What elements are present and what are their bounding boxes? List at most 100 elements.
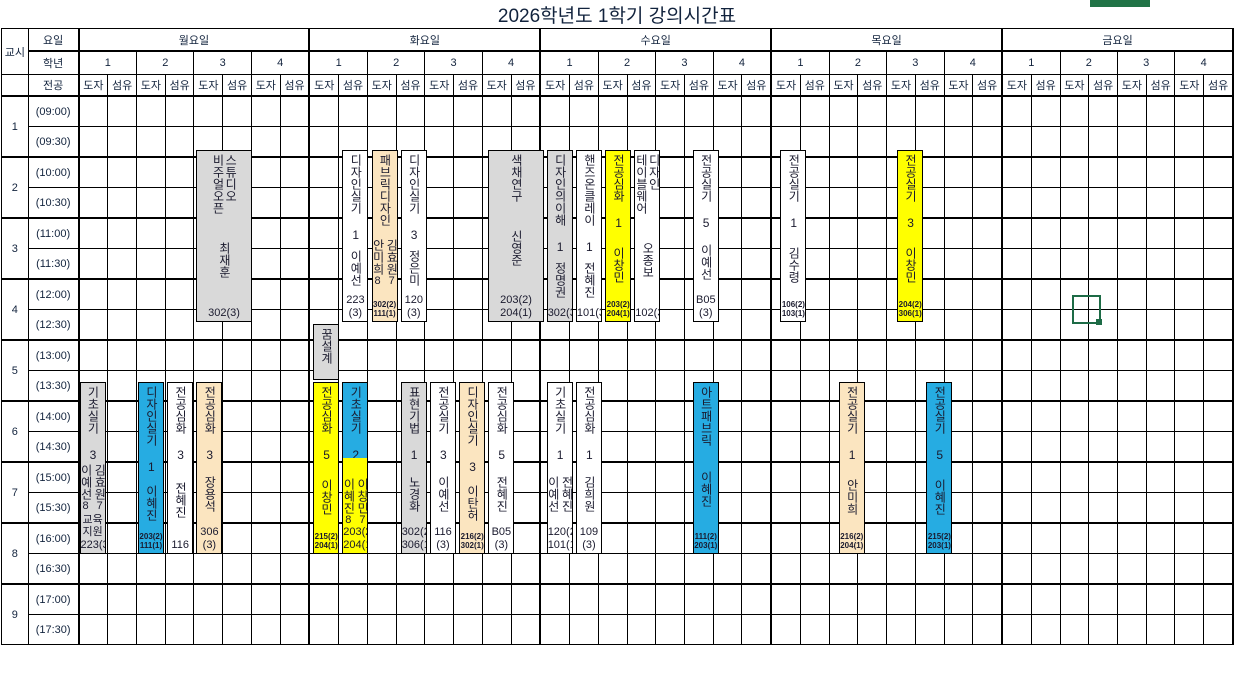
- slot-cell[interactable]: [770, 339, 801, 371]
- slot-cell[interactable]: [250, 461, 281, 493]
- slot-cell[interactable]: [510, 400, 541, 432]
- slot-cell[interactable]: [164, 339, 195, 371]
- slot-cell[interactable]: [1059, 431, 1090, 463]
- slot-cell[interactable]: [626, 614, 657, 645]
- slot-cell[interactable]: [1001, 553, 1032, 585]
- slot-cell[interactable]: [510, 461, 541, 493]
- slot-cell[interactable]: [1059, 278, 1090, 310]
- slot-cell[interactable]: [1116, 461, 1147, 493]
- slot-cell[interactable]: [338, 583, 368, 615]
- slot-cell[interactable]: [424, 553, 455, 585]
- slot-cell[interactable]: [1116, 126, 1147, 158]
- slot-cell[interactable]: [741, 248, 772, 280]
- slot-cell[interactable]: [828, 583, 859, 615]
- slot-cell[interactable]: [597, 370, 628, 402]
- slot-cell[interactable]: [972, 278, 1003, 310]
- slot-cell[interactable]: [510, 339, 541, 371]
- slot-cell[interactable]: [308, 156, 340, 188]
- course-block-tue-expr1[interactable]: 표현기법 1 노경화 302(2)306(1): [400, 382, 427, 554]
- slot-cell[interactable]: [453, 309, 483, 341]
- slot-cell[interactable]: [943, 583, 974, 615]
- course-block-tue-design1[interactable]: 디자인실기 1 이예선 223 (3): [342, 150, 369, 322]
- slot-cell[interactable]: [569, 553, 599, 585]
- slot-cell[interactable]: [1145, 156, 1176, 188]
- slot-cell[interactable]: [279, 614, 310, 645]
- slot-cell[interactable]: [107, 309, 138, 341]
- slot-cell[interactable]: [136, 309, 166, 341]
- slot-cell[interactable]: [1116, 248, 1147, 280]
- slot-cell[interactable]: [308, 248, 340, 280]
- slot-cell[interactable]: [222, 583, 252, 615]
- slot-cell[interactable]: [972, 614, 1003, 645]
- slot-cell[interactable]: [338, 553, 368, 585]
- slot-cell[interactable]: [943, 248, 974, 280]
- slot-cell[interactable]: [1145, 431, 1176, 463]
- slot-cell[interactable]: [453, 553, 483, 585]
- slot-cell[interactable]: [943, 309, 974, 341]
- slot-cell[interactable]: [481, 553, 512, 585]
- slot-cell[interactable]: [424, 95, 455, 127]
- slot-cell[interactable]: [250, 339, 281, 371]
- slot-cell[interactable]: [626, 431, 657, 463]
- slot-cell[interactable]: [193, 583, 224, 615]
- slot-cell[interactable]: [1059, 461, 1090, 493]
- slot-cell[interactable]: [453, 278, 483, 310]
- slot-cell[interactable]: [279, 217, 310, 249]
- slot-cell[interactable]: [107, 492, 138, 524]
- slot-cell[interactable]: [1059, 217, 1090, 249]
- slot-cell[interactable]: [712, 583, 743, 615]
- slot-cell[interactable]: [366, 431, 397, 463]
- slot-cell[interactable]: [366, 400, 397, 432]
- slot-cell[interactable]: [107, 461, 138, 493]
- slot-cell[interactable]: [308, 217, 340, 249]
- slot-cell[interactable]: [655, 522, 685, 554]
- slot-cell[interactable]: [1088, 522, 1118, 554]
- slot-cell[interactable]: [279, 126, 310, 158]
- slot-cell[interactable]: [626, 400, 657, 432]
- slot-cell[interactable]: [222, 431, 252, 463]
- slot-cell[interactable]: [164, 309, 195, 341]
- slot-cell[interactable]: [481, 95, 512, 127]
- slot-cell[interactable]: [972, 309, 1003, 341]
- slot-cell[interactable]: [799, 126, 830, 158]
- slot-cell[interactable]: [77, 309, 109, 341]
- slot-cell[interactable]: [366, 553, 397, 585]
- slot-cell[interactable]: [250, 370, 281, 402]
- slot-cell[interactable]: [1001, 461, 1032, 493]
- slot-cell[interactable]: [655, 461, 685, 493]
- slot-cell[interactable]: [741, 492, 772, 524]
- slot-cell[interactable]: [279, 278, 310, 310]
- slot-cell[interactable]: [1116, 431, 1147, 463]
- course-block-wed-clay[interactable]: 핸즈온클레이 1 전혜진 101(3): [575, 150, 603, 322]
- slot-cell[interactable]: [136, 217, 166, 249]
- slot-cell[interactable]: [510, 431, 541, 463]
- slot-cell[interactable]: [972, 187, 1003, 219]
- slot-cell[interactable]: [857, 126, 888, 158]
- slot-cell[interactable]: [250, 431, 281, 463]
- slot-cell[interactable]: [1116, 339, 1147, 371]
- slot-cell[interactable]: [1145, 553, 1176, 585]
- slot-cell[interactable]: [828, 217, 859, 249]
- slot-cell[interactable]: [1088, 431, 1118, 463]
- slot-cell[interactable]: [1088, 370, 1118, 402]
- slot-cell[interactable]: [1001, 278, 1032, 310]
- slot-cell[interactable]: [1145, 278, 1176, 310]
- slot-cell[interactable]: [799, 400, 830, 432]
- slot-cell[interactable]: [914, 583, 945, 615]
- slot-cell[interactable]: [1059, 400, 1090, 432]
- slot-cell[interactable]: [222, 553, 252, 585]
- slot-cell[interactable]: [597, 553, 628, 585]
- slot-cell[interactable]: [886, 95, 916, 127]
- slot-cell[interactable]: [338, 614, 368, 645]
- slot-cell[interactable]: [597, 492, 628, 524]
- slot-cell[interactable]: [655, 95, 685, 127]
- slot-cell[interactable]: [1145, 217, 1176, 249]
- slot-cell[interactable]: [250, 95, 281, 127]
- slot-cell[interactable]: [799, 95, 830, 127]
- slot-cell[interactable]: [799, 431, 830, 463]
- slot-cell[interactable]: [886, 614, 916, 645]
- slot-cell[interactable]: [597, 95, 628, 127]
- slot-cell[interactable]: [626, 339, 657, 371]
- slot-cell[interactable]: [1116, 522, 1147, 554]
